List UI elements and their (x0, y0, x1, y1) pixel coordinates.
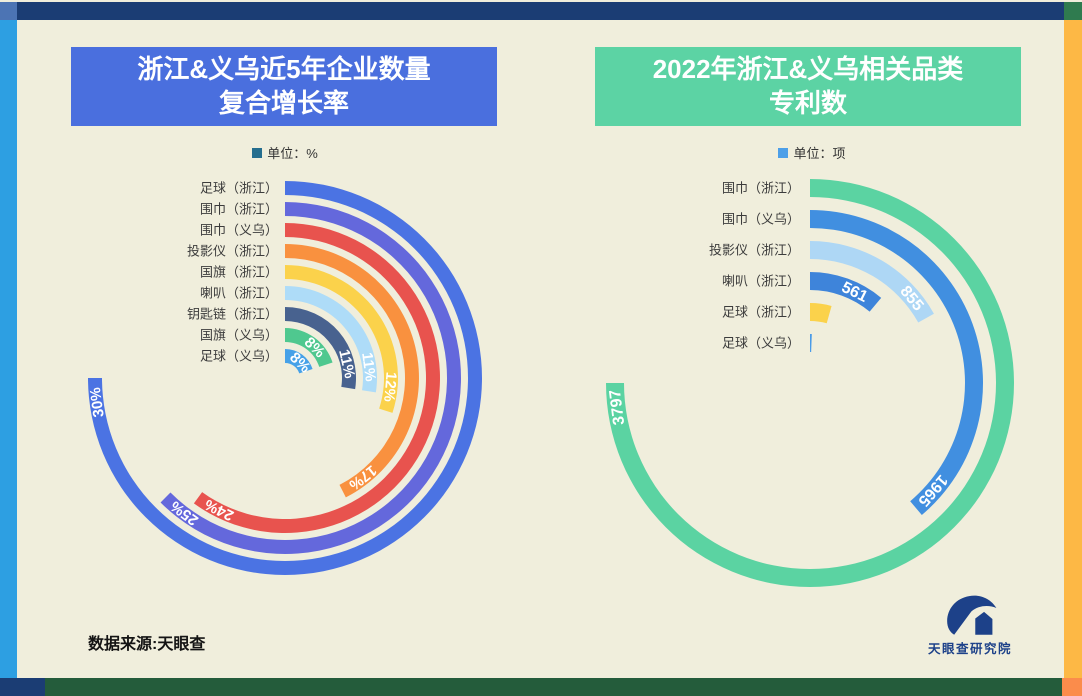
radial-arc (285, 265, 399, 413)
radial-arc (810, 241, 934, 323)
tianyancha-logo: 天眼查研究院 (922, 594, 1018, 657)
right-chart-title-line2: 专利数 (768, 87, 847, 118)
left-unit-legend: 单位：% (175, 143, 395, 162)
value-label: 30% (87, 386, 108, 418)
tianyancha-logo-text: 天眼查研究院 (927, 642, 1012, 656)
radial-arc (285, 286, 378, 393)
category-label: 围巾（浙江） (722, 181, 800, 196)
category-label: 围巾（义乌） (200, 223, 278, 238)
radial-arc (285, 244, 419, 498)
category-label: 钥匙链（浙江） (187, 307, 278, 322)
bottom-border-bar (0, 678, 1082, 696)
value-label: 12% (380, 371, 399, 402)
category-label: 足球（浙江） (722, 305, 800, 320)
left-chart-title: 浙江&义乌近5年企业数量 复合增长率 (71, 47, 497, 126)
right-border-strip (1064, 20, 1082, 678)
category-label: 足球（义乌） (200, 349, 278, 364)
bottom-right-accent-square (1062, 678, 1082, 696)
radial-arc (810, 210, 984, 515)
category-label: 围巾（义乌） (722, 212, 800, 227)
category-label: 足球（浙江） (200, 181, 278, 196)
radial-arc (810, 272, 882, 312)
radial-arc (810, 333, 812, 353)
tianyancha-logo-icon (947, 595, 997, 635)
left-chart-title-line1: 浙江&义乌近5年企业数量 (137, 54, 431, 85)
category-label: 国旗（义乌） (200, 328, 278, 343)
category-label: 喇叭（浙江） (200, 286, 278, 301)
right-chart-title-line1: 2022年浙江&义乌相关品类 (652, 54, 964, 85)
category-label: 喇叭（浙江） (722, 274, 800, 289)
right-unit-legend: 单位：项 (702, 143, 922, 162)
top-border-bar (0, 2, 1082, 20)
value-label: 3797 (607, 388, 628, 426)
data-source-text: 数据来源:天眼查 (88, 636, 206, 653)
category-label: 围巾（浙江） (200, 202, 278, 217)
category-label: 足球（义乌） (722, 336, 800, 351)
radial-arc (88, 181, 482, 575)
unit-marker-icon (778, 147, 789, 158)
radial-arc (285, 328, 333, 367)
radial-arc (606, 179, 1014, 587)
category-label: 投影仪（浙江） (187, 244, 278, 259)
radial-arc (285, 307, 357, 390)
bottom-left-accent-square (0, 678, 45, 696)
radial-chart-left: 足球（浙江）30%围巾（浙江）25%围巾（义乌）24%投影仪（浙江）17%国旗（… (87, 181, 482, 575)
right-chart-title: 2022年浙江&义乌相关品类 专利数 (595, 47, 1021, 126)
unit-marker-icon (252, 147, 263, 158)
right-unit-label: 单位：项 (793, 146, 846, 161)
left-unit-label: 单位：% (267, 146, 318, 161)
radial-arc (285, 349, 313, 374)
left-border-strip (0, 20, 17, 678)
top-right-accent-square (1064, 2, 1082, 20)
category-label: 投影仪（浙江） (709, 243, 800, 258)
value-label: 11% (358, 351, 379, 382)
category-label: 国旗（浙江） (200, 265, 278, 280)
left-chart-title-line2: 复合增长率 (218, 87, 349, 118)
radial-arc (810, 303, 832, 324)
top-left-accent-square (0, 2, 17, 20)
value-label: 11% (335, 348, 358, 380)
radial-arc (160, 202, 462, 554)
